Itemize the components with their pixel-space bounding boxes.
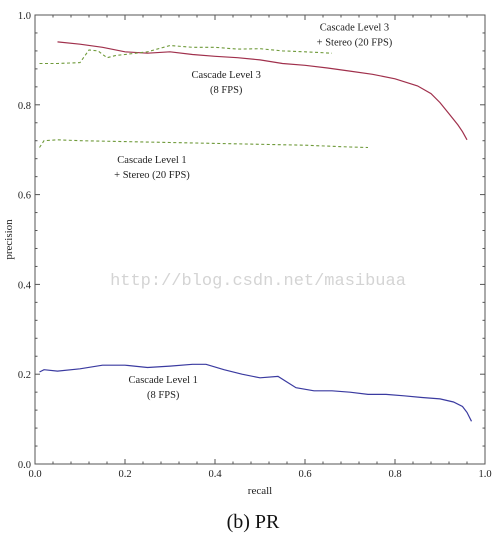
x-tick-label: 1.0 (478, 469, 491, 480)
annotation-3-line-1: Cascade Level 1 (117, 155, 186, 166)
watermark-text: http://blog.csdn.net/masibuaa (110, 272, 406, 291)
annotation-2-line-2: (8 FPS) (210, 85, 243, 96)
series-line-4 (39, 139, 369, 149)
x-tick-label: 0.6 (298, 469, 311, 480)
annotation-2-line-1: Cascade Level 3 (192, 70, 261, 81)
annotation-4-line-2: (8 FPS) (147, 390, 180, 401)
series-line-3 (39, 44, 333, 65)
y-tick-label: 0.4 (18, 280, 32, 291)
y-tick-label: 0.6 (18, 191, 31, 202)
y-tick-label: 0.8 (18, 101, 31, 112)
x-axis-ticks: 0.0 0.2 0.4 0.6 0.8 1.0 (28, 15, 492, 480)
x-axis-label: recall (248, 485, 272, 497)
y-tick-label: 1.0 (18, 11, 31, 22)
annotation-4-line-1: Cascade Level 1 (129, 375, 198, 386)
series-lines (39, 41, 473, 422)
figure-caption: (b) PR (227, 511, 280, 533)
plot-frame (34, 14, 486, 465)
annotation-1-line-2: + Stereo (20 FPS) (317, 38, 393, 49)
annotation-3-line-2: + Stereo (20 FPS) (114, 170, 190, 181)
series-line-2 (57, 41, 468, 141)
x-tick-label: 0.4 (208, 469, 222, 480)
x-tick-label: 0.0 (28, 469, 41, 480)
x-tick-label: 0.8 (388, 469, 401, 480)
y-axis-ticks: 0.0 0.2 0.4 0.6 0.8 1.0 (18, 11, 485, 471)
y-tick-label: 0.0 (18, 460, 31, 471)
curve-annotations: Cascade Level 3 + Stereo (20 FPS) Cascade … (114, 23, 393, 401)
y-tick-label: 0.2 (18, 370, 31, 381)
series-line-1 (39, 363, 473, 422)
x-tick-label: 0.2 (118, 469, 131, 480)
y-axis-label: precision (3, 219, 15, 260)
annotation-1-line-1: Cascade Level 3 (320, 23, 389, 34)
